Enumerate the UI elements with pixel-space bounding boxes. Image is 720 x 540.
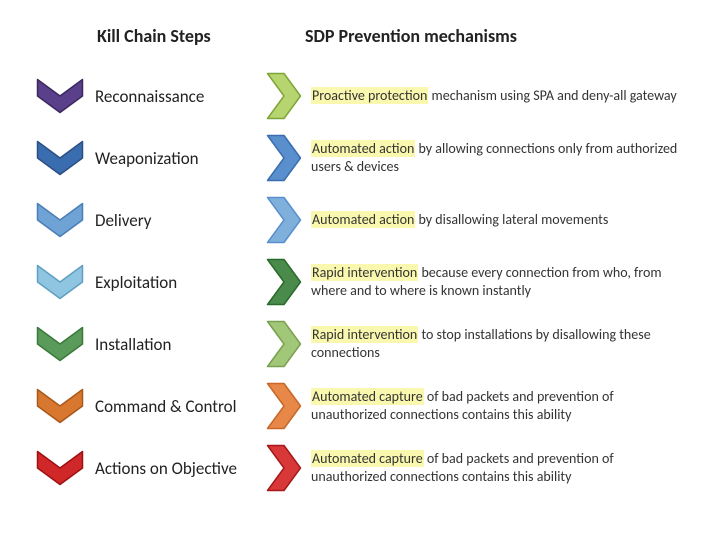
highlight-text: Proactive protection (311, 87, 428, 104)
chevron-right-icon (265, 319, 303, 369)
chevron-down-icon (35, 139, 85, 177)
row: Reconnaissance Proactive protection mecha… (35, 65, 700, 127)
description: Automated capture of bad packets and pre… (303, 450, 700, 486)
row: Delivery Automated action by disallowing … (35, 189, 700, 251)
left-col: Delivery (35, 201, 265, 239)
step-label: Command & Control (85, 396, 237, 417)
left-col: Actions on Objective (35, 449, 265, 487)
highlight-text: Rapid intervention (311, 326, 418, 343)
chevron-right-icon (265, 443, 303, 493)
description: Rapid intervention because every connect… (303, 264, 700, 300)
description: Automated action by disallowing lateral … (303, 211, 618, 229)
step-label: Delivery (85, 210, 151, 231)
description: Automated action by allowing connections… (303, 140, 700, 176)
row: Weaponization Automated action by allowin… (35, 127, 700, 189)
chevron-right-icon (265, 71, 303, 121)
highlight-text: Automated capture (311, 388, 424, 405)
right-col: Rapid intervention because every connect… (265, 257, 700, 307)
highlight-text: Automated capture (311, 450, 424, 467)
chevron-down-icon (35, 325, 85, 363)
right-col: Automated capture of bad packets and pre… (265, 381, 700, 431)
header-kill-chain: Kill Chain Steps (35, 25, 265, 47)
left-col: Command & Control (35, 387, 265, 425)
chevron-right-icon (265, 381, 303, 431)
description: Automated capture of bad packets and pre… (303, 388, 700, 424)
chevron-down-icon (35, 201, 85, 239)
row: Exploitation Rapid intervention because e… (35, 251, 700, 313)
rest-text: mechanism using SPA and deny-all gateway (428, 87, 676, 104)
right-col: Proactive protection mechanism using SPA… (265, 71, 700, 121)
description: Rapid intervention to stop installations… (303, 326, 700, 362)
row: Installation Rapid intervention to stop i… (35, 313, 700, 375)
chevron-down-icon (35, 77, 85, 115)
step-label: Reconnaissance (85, 86, 204, 107)
chevron-down-icon (35, 263, 85, 301)
step-label: Actions on Objective (85, 458, 237, 479)
right-col: Rapid intervention to stop installations… (265, 319, 700, 369)
rows-container: Reconnaissance Proactive protection mecha… (35, 65, 700, 499)
highlight-text: Automated action (311, 140, 415, 157)
header-sdp: SDP Prevention mechanisms (265, 25, 700, 47)
right-col: Automated capture of bad packets and pre… (265, 443, 700, 493)
right-col: Automated action by disallowing lateral … (265, 195, 700, 245)
highlight-text: Automated action (311, 211, 415, 228)
row: Command & Control Automated capture of ba… (35, 375, 700, 437)
chevron-right-icon (265, 195, 303, 245)
rest-text: by disallowing lateral movements (415, 211, 608, 228)
left-col: Exploitation (35, 263, 265, 301)
step-label: Installation (85, 334, 171, 355)
right-col: Automated action by allowing connections… (265, 133, 700, 183)
step-label: Weaponization (85, 148, 199, 169)
headers-row: Kill Chain Steps SDP Prevention mechanis… (35, 25, 700, 47)
step-label: Exploitation (85, 272, 177, 293)
left-col: Reconnaissance (35, 77, 265, 115)
description: Proactive protection mechanism using SPA… (303, 87, 687, 105)
chevron-down-icon (35, 387, 85, 425)
chevron-down-icon (35, 449, 85, 487)
chevron-right-icon (265, 257, 303, 307)
left-col: Weaponization (35, 139, 265, 177)
row: Actions on Objective Automated capture of… (35, 437, 700, 499)
left-col: Installation (35, 325, 265, 363)
chevron-right-icon (265, 133, 303, 183)
highlight-text: Rapid intervention (311, 264, 418, 281)
